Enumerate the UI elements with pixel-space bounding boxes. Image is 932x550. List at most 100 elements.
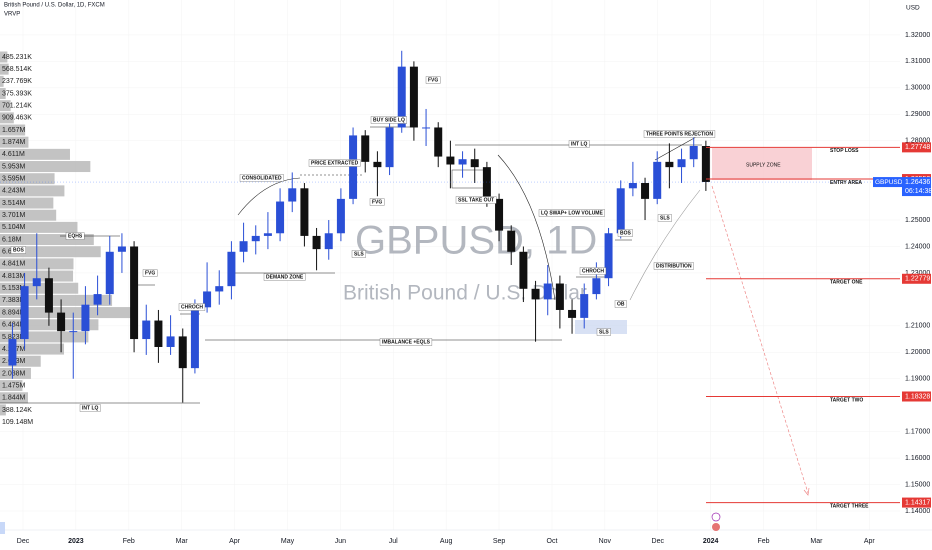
volume-label: 2.038M [2, 370, 26, 377]
scroll-marker [0, 522, 5, 534]
candle-body [57, 312, 66, 332]
volume-bar [0, 234, 94, 246]
candle-body [361, 135, 370, 162]
candle-body [336, 198, 345, 234]
annotation-box [351, 250, 366, 258]
volume-label: 3.701M [2, 212, 26, 219]
y-tick-label: 1.17000 [905, 428, 930, 435]
annotation: THREE POINTS REJECTION [646, 131, 713, 137]
volume-bar [0, 161, 91, 173]
volume-label: 4.813M [2, 273, 26, 280]
volume-label: 568.514K [2, 66, 32, 73]
x-tick-label: Dec [652, 538, 665, 545]
candle-body [349, 135, 358, 199]
volume-bar [0, 148, 70, 160]
annotation-box [308, 159, 361, 167]
volume-label: 5.153M [2, 285, 26, 292]
volume-label: 909.463K [2, 115, 32, 122]
projection-arrow [711, 185, 809, 494]
annotation: CONSOLIDATED [242, 175, 282, 181]
annotation-box [142, 269, 158, 277]
volume-label: 5.104M [2, 224, 26, 231]
x-tick-label: 2023 [68, 538, 84, 545]
candle-body [215, 286, 224, 292]
annotation-box [369, 198, 385, 206]
current-tag [902, 177, 931, 197]
annotation: SLS [660, 215, 670, 221]
price-tag-label: 1.22779 [905, 276, 930, 283]
supply-zone [712, 148, 812, 180]
candle-body [641, 183, 650, 199]
candle-body [568, 309, 577, 318]
flag-icon [712, 523, 720, 531]
annotation-box [617, 229, 633, 237]
volume-label: 3.514M [2, 200, 26, 207]
volume-bar [0, 197, 54, 209]
annotation-box [538, 209, 605, 217]
volume-label: 1.475M [2, 382, 26, 389]
x-tick-label: Jun [335, 538, 346, 545]
candle-body [178, 336, 187, 369]
supply-zone-label: SUPPLY ZONE [746, 162, 781, 168]
candle-body [373, 161, 382, 168]
candle-body [482, 167, 491, 199]
candle-body [519, 251, 528, 289]
candle-body [616, 188, 625, 234]
volume-bar [0, 75, 4, 87]
annotation-box [379, 338, 433, 346]
volume-bar [0, 63, 9, 75]
annotation: SLS [354, 251, 364, 257]
indicator: VRVP [4, 12, 20, 18]
price-tag [902, 273, 931, 284]
candle-body [409, 66, 418, 128]
candle-body [130, 246, 139, 340]
annotation: EQHS [68, 233, 83, 239]
candle-body [458, 159, 467, 165]
candle-body [397, 66, 406, 128]
candle-body [276, 201, 285, 234]
candle-body [580, 294, 589, 318]
volume-bar [0, 173, 55, 185]
volume-bar [0, 136, 29, 148]
annotation: BOS [620, 230, 632, 236]
price-tag [902, 142, 931, 153]
y-tick-label: 1.28000 [905, 138, 930, 145]
x-tick-label: Apr [229, 538, 241, 545]
volume-bar [0, 124, 26, 136]
y-tick-label: 1.32000 [905, 32, 930, 39]
volume-bar [0, 380, 23, 392]
watermark-symbol: GBPUSD, 1D [355, 219, 597, 263]
annotation: CHROCH [582, 268, 604, 274]
grid [0, 0, 900, 530]
volume-bar [0, 307, 135, 319]
candle-body [312, 235, 321, 250]
annotation-box [178, 303, 206, 311]
volume-bar [0, 294, 113, 306]
arc [237, 177, 301, 216]
annotation: LQ SWAP+ LOW VOLUME [541, 210, 603, 216]
level-name: TARGET THREE [830, 503, 869, 509]
arc [629, 189, 701, 301]
event-icon [711, 512, 721, 522]
annotation: SLS [599, 329, 609, 335]
volume-bar [0, 246, 101, 258]
annotation-box [653, 262, 694, 270]
level-name: TARGET ONE [830, 280, 863, 286]
annotation: FVG [145, 270, 155, 276]
arc [497, 154, 556, 301]
candle-body [665, 161, 674, 168]
volume-label: 1.874M [2, 139, 26, 146]
annotation: SSL TAKE OUT [458, 197, 494, 203]
candle-body [227, 251, 236, 287]
candle-body [653, 161, 662, 199]
candle-body [105, 251, 114, 295]
volume-bar [0, 100, 11, 112]
price-tag-label: 1.18328 [905, 393, 930, 400]
volume-bar [0, 392, 28, 404]
level-name: ENTRY AREA [830, 180, 862, 186]
volume-label: 6.484M [2, 322, 26, 329]
annotation-box [425, 76, 441, 84]
annotation-box [79, 404, 101, 412]
annotation: INT LQ [82, 405, 98, 411]
